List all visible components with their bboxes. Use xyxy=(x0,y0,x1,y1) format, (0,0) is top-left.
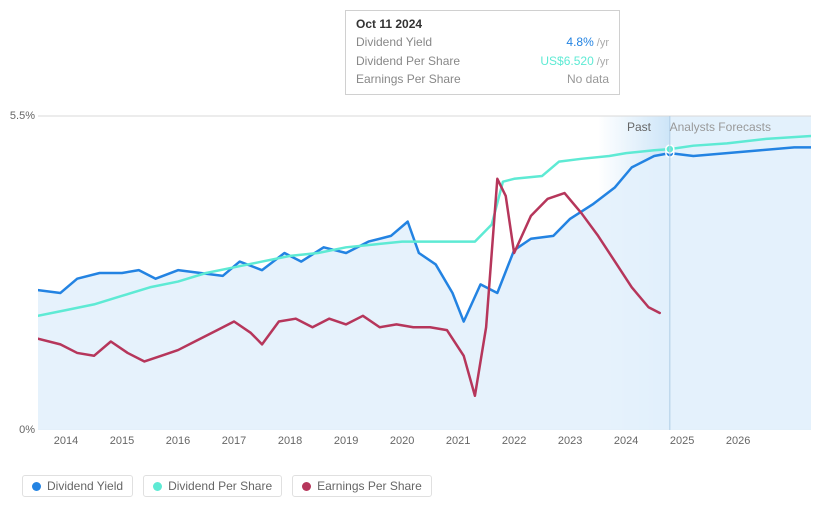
legend-item[interactable]: Dividend Yield xyxy=(22,475,133,497)
x-tick-label: 2024 xyxy=(614,435,638,447)
x-tick-label: 2019 xyxy=(334,435,358,447)
tooltip: Oct 11 2024 Dividend Yield4.8%/yrDividen… xyxy=(345,10,620,95)
legend-dot xyxy=(153,482,162,491)
past-label: Past xyxy=(627,120,651,134)
legend-item[interactable]: Dividend Per Share xyxy=(143,475,282,497)
tooltip-row-label: Dividend Per Share xyxy=(356,52,460,71)
x-tick-label: 2018 xyxy=(278,435,302,447)
x-tick-label: 2022 xyxy=(502,435,526,447)
tooltip-rows: Dividend Yield 4.8%/yr Dividend Per Share U… xyxy=(356,33,609,88)
x-tick-label: 2021 xyxy=(446,435,470,447)
x-tick-label: 2014 xyxy=(54,435,78,447)
x-tick-label: 2017 xyxy=(222,435,246,447)
tooltip-row-label: Dividend Yield xyxy=(356,33,432,52)
x-axis: 2014 2015 2016 2017 2018 2019 2020 2021 2022 2023… xyxy=(38,435,811,455)
forecast-label: Analysts Forecasts xyxy=(670,120,771,134)
x-tick-label: 2020 xyxy=(390,435,414,447)
legend-item[interactable]: Earnings Per Share xyxy=(292,475,432,497)
x-tick-label: 2015 xyxy=(110,435,134,447)
y-min-label: 0% xyxy=(19,424,35,436)
tooltip-row-value: 4.8%/yr xyxy=(566,33,609,52)
x-tick-label: 2016 xyxy=(166,435,190,447)
tooltip-date: Oct 11 2024 xyxy=(356,17,609,31)
tooltip-row-value: No data xyxy=(567,70,609,88)
chart-container: Oct 11 2024 Dividend Yield4.8%/yrDividen… xyxy=(10,10,811,498)
tooltip-row-label: Earnings Per Share xyxy=(356,70,461,88)
legend-dot xyxy=(302,482,311,491)
tooltip-row: Earnings Per Share No data xyxy=(356,70,609,88)
x-tick-label: 2026 xyxy=(726,435,750,447)
legend-label: Dividend Per Share xyxy=(168,479,272,493)
tooltip-row: Dividend Per Share US$6.520/yr xyxy=(356,52,609,71)
y-max-label: 5.5% xyxy=(10,110,35,122)
tooltip-row: Dividend Yield 4.8%/yr xyxy=(356,33,609,52)
x-tick-label: 2025 xyxy=(670,435,694,447)
legend: Dividend Yield Dividend Per Share Earnings… xyxy=(22,475,432,497)
legend-label: Earnings Per Share xyxy=(317,479,422,493)
tooltip-row-value: US$6.520/yr xyxy=(540,52,609,71)
x-tick-label: 2023 xyxy=(558,435,582,447)
legend-dot xyxy=(32,482,41,491)
y-axis: 5.5% 0% xyxy=(10,10,38,430)
legend-label: Dividend Yield xyxy=(47,479,123,493)
